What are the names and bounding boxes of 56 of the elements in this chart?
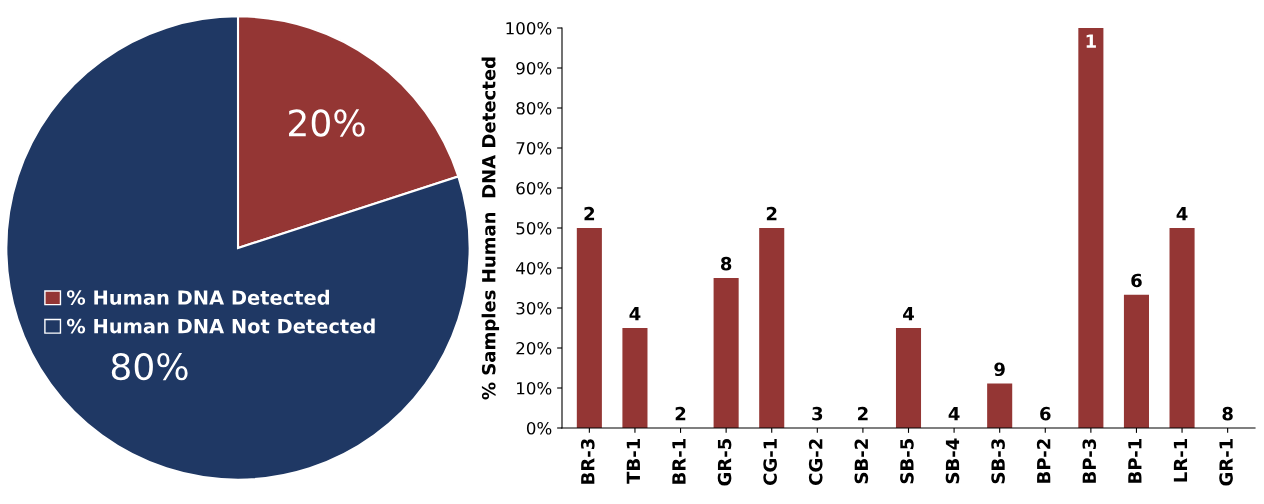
y-tick-label: 80% xyxy=(516,101,552,115)
y-tick-label: 20% xyxy=(516,341,552,355)
annotation: 3 xyxy=(812,406,823,421)
y-axis-title: % Samples Human DNA Detected xyxy=(481,57,500,400)
bar xyxy=(1169,228,1195,428)
y-tick-label: 30% xyxy=(516,301,552,315)
bar xyxy=(713,278,739,428)
annotation: 4 xyxy=(948,407,960,421)
annotation: 6 xyxy=(1040,406,1051,421)
bar xyxy=(987,383,1013,428)
y-tick-label: 90% xyxy=(516,61,552,75)
annotation: 2 xyxy=(584,206,595,221)
annotation: 8 xyxy=(720,256,732,271)
bar xyxy=(1123,294,1149,428)
y-tick-label: 60% xyxy=(516,181,552,195)
y-tick-label: 50% xyxy=(516,221,552,235)
x-tick-label: LR-1 xyxy=(1173,438,1188,482)
x-tick-label: BP-1 xyxy=(1128,438,1142,483)
annotation: 9 xyxy=(994,362,1005,377)
x-tick-label: TB-1 xyxy=(626,438,640,484)
annotation: 2 xyxy=(675,406,686,421)
legend-label: % Human DNA Detected xyxy=(66,289,329,305)
bar xyxy=(759,228,785,428)
annotation: 6 xyxy=(1131,273,1142,288)
annotation: 4 xyxy=(1176,207,1188,221)
annotation: 4 xyxy=(629,307,641,321)
x-tick-label: CG-2 xyxy=(808,439,823,485)
data-label: 80% xyxy=(111,353,188,381)
annotation: 1 xyxy=(1086,34,1096,48)
x-tick-label: GR-1 xyxy=(1219,438,1233,486)
bar xyxy=(576,228,602,428)
bar xyxy=(895,328,922,428)
x-tick-label: CG-1 xyxy=(763,438,777,485)
x-tick-label: BR-3 xyxy=(580,439,595,484)
x-tick-label: GR-5 xyxy=(717,438,732,486)
legend-label: % Human DNA Not Detected xyxy=(66,318,375,334)
y-tick-label: 0% xyxy=(526,421,552,435)
bar xyxy=(622,328,648,428)
y-tick-label: 10% xyxy=(517,381,552,395)
bar xyxy=(1078,28,1104,428)
y-tick-label: 70% xyxy=(516,141,552,155)
x-tick-label: SB-5 xyxy=(900,438,914,484)
y-tick-label: 100% xyxy=(506,21,552,35)
annotation: 4 xyxy=(903,307,914,321)
x-tick-label: BP-2 xyxy=(1036,439,1051,483)
y-tick-label: 40% xyxy=(516,261,552,275)
x-tick-label: BR-1 xyxy=(672,438,686,484)
x-tick-label: SB-2 xyxy=(854,439,869,484)
x-tick-label: BP-3 xyxy=(1082,439,1097,483)
x-tick-label: SB-4 xyxy=(945,438,960,484)
data-label: 20% xyxy=(289,109,365,137)
annotation: 2 xyxy=(766,206,777,221)
annotation: 2 xyxy=(858,406,868,421)
pie-slice xyxy=(5,15,471,481)
x-tick-label: SB-3 xyxy=(991,439,1005,484)
annotation: 8 xyxy=(1222,406,1233,421)
